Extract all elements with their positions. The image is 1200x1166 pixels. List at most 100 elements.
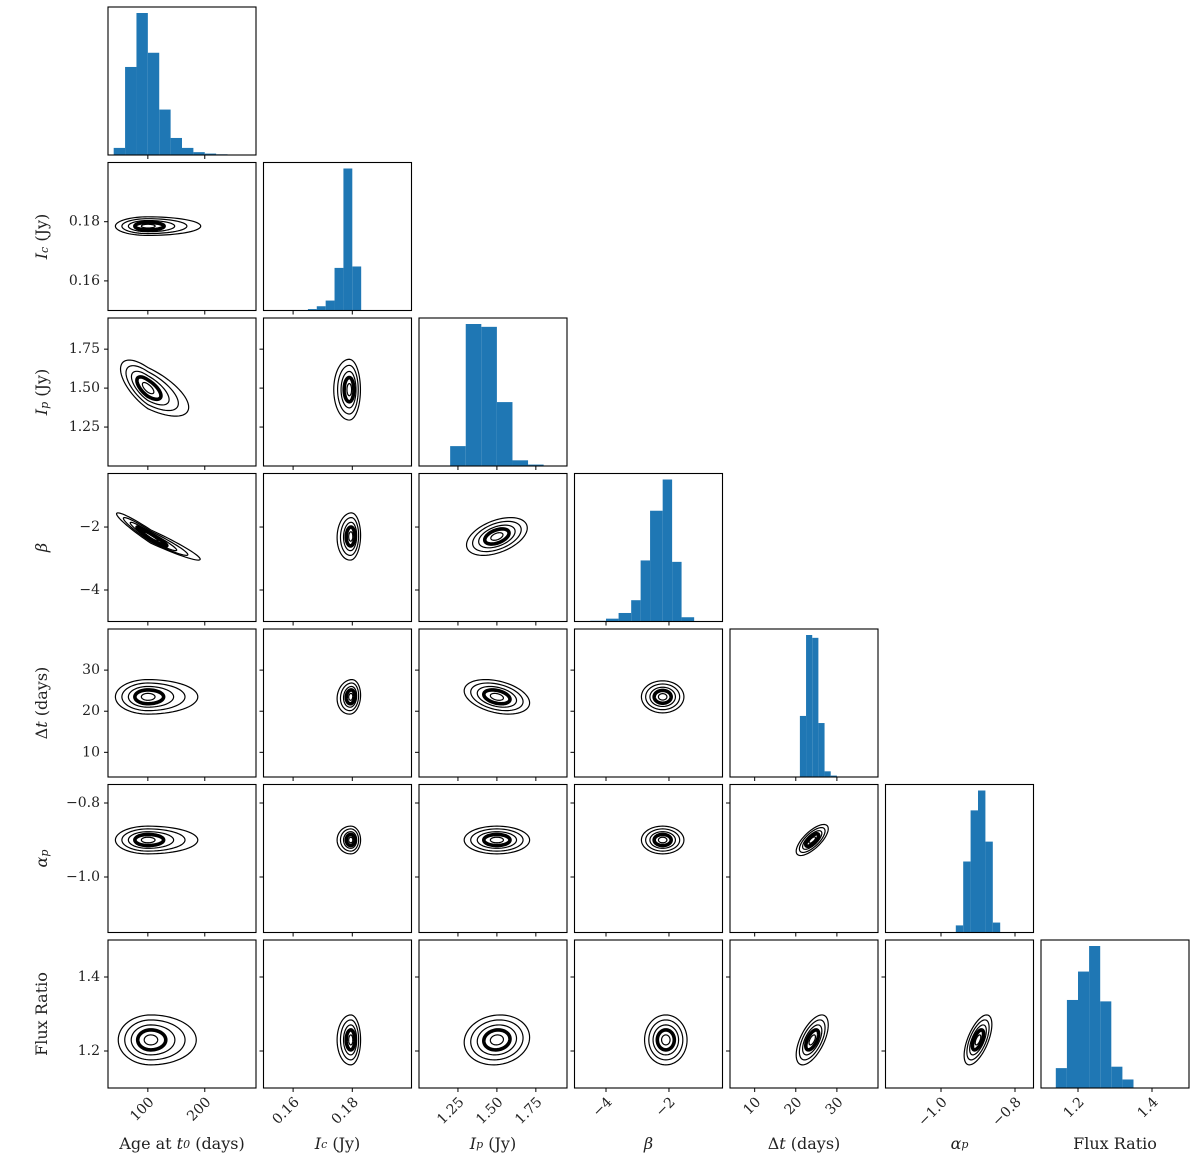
histogram-bar xyxy=(343,168,353,311)
contour-line xyxy=(140,223,156,229)
contour-line xyxy=(660,1034,671,1046)
histogram-bar xyxy=(528,464,544,466)
contour-line xyxy=(133,688,166,706)
panel-frame-ic-flux xyxy=(262,939,413,1089)
x-axis-alpha: −1.0 −0.8 αp xyxy=(915,1088,1025,1153)
panel-frame-ip-dt xyxy=(418,628,568,778)
contour-age-alpha xyxy=(114,825,199,855)
panel-frame-ip-beta xyxy=(418,472,568,623)
contour-ip-alpha xyxy=(463,825,531,855)
histogram-bar xyxy=(970,810,978,933)
contour-line xyxy=(344,525,357,548)
contour-line xyxy=(135,375,163,402)
x-tick-label: 30 xyxy=(823,1094,847,1118)
contour-line xyxy=(463,1014,531,1066)
x-tick-label: 100 xyxy=(127,1094,157,1124)
panel-frame-alpha-flux xyxy=(884,939,1035,1089)
x-tick-label: 200 xyxy=(184,1094,214,1124)
y-tick-label: 0.16 xyxy=(69,273,100,289)
contour-age-dt xyxy=(114,678,199,715)
contour-line xyxy=(640,825,685,855)
contour-line xyxy=(645,828,681,852)
histogram-bar xyxy=(955,925,964,933)
y-axis-ip: 1.25 1.50 1.75 Ip (Jy) xyxy=(32,341,108,435)
panel-frame-ic-alpha xyxy=(262,783,413,934)
contour-line xyxy=(140,836,156,844)
contour-line xyxy=(804,1028,821,1052)
x-tick-label: 0.18 xyxy=(329,1094,362,1127)
contour-ic-beta xyxy=(336,512,362,561)
histogram-bar xyxy=(818,723,825,777)
y-tick-label: 1.2 xyxy=(78,1043,100,1059)
contour-line xyxy=(129,521,178,552)
y-tick-label: −4 xyxy=(79,582,100,598)
contour-line xyxy=(465,516,528,556)
y-tick-label: 20 xyxy=(82,703,100,719)
x-axis-label: β xyxy=(643,1134,653,1153)
panel-frame-ic-ip xyxy=(262,317,413,467)
contour-line xyxy=(117,1014,197,1066)
panel-frame-dt-dt xyxy=(729,628,879,778)
contour-line xyxy=(114,216,202,237)
histogram-bar xyxy=(307,309,317,311)
y-tick-label: 1.75 xyxy=(69,341,100,357)
contour-line xyxy=(471,520,522,553)
contour-line xyxy=(489,1034,505,1046)
histogram-age xyxy=(113,13,239,156)
contour-line xyxy=(489,692,505,701)
contour-line xyxy=(470,828,524,852)
contour-line xyxy=(798,1019,826,1061)
histogram-bar xyxy=(1066,999,1078,1088)
x-axis-label: Δt (days) xyxy=(768,1134,841,1153)
contour-line xyxy=(127,831,175,849)
histogram-bar xyxy=(812,637,819,777)
histogram-bar xyxy=(465,324,482,466)
panel-frame-flux-flux xyxy=(1040,939,1190,1089)
contour-dt-alpha xyxy=(795,823,829,857)
x-tick-label: 0.16 xyxy=(269,1094,302,1127)
y-tick-label: 1.4 xyxy=(78,969,100,985)
contour-line xyxy=(348,692,354,701)
contour-line xyxy=(336,512,362,561)
panel-frame-ip-alpha xyxy=(418,783,568,934)
histogram-beta xyxy=(590,479,695,622)
x-axis-label: αp xyxy=(951,1134,969,1153)
panel-frame-ic-dt xyxy=(262,628,413,778)
contour-ip-flux xyxy=(463,1014,531,1066)
contour-line xyxy=(489,836,505,844)
panel-frame-dt-flux xyxy=(729,939,879,1089)
histogram-bar xyxy=(113,147,126,155)
contour-line xyxy=(482,688,512,706)
contour-line xyxy=(119,359,190,417)
histogram-bar xyxy=(640,560,651,622)
contour-line xyxy=(336,364,359,415)
contour-line xyxy=(490,532,504,541)
histogram-bar xyxy=(193,152,205,155)
contour-ic-flux xyxy=(336,1014,362,1066)
y-axis-ic: 0.16 0.18 Ic (Jy) xyxy=(32,214,108,289)
contour-line xyxy=(135,525,169,548)
y-axis-alpha: −1.0 −0.8 αp xyxy=(32,795,108,885)
contour-line xyxy=(476,831,518,849)
histogram-bar xyxy=(662,479,673,622)
contour-line xyxy=(339,516,360,556)
contour-line xyxy=(652,1024,680,1056)
histogram-bar xyxy=(830,775,837,777)
x-axis-flux: 1.2 1.4 Flux Ratio xyxy=(1061,1088,1162,1153)
histogram-bar xyxy=(1055,1068,1067,1088)
contour-line xyxy=(463,678,531,715)
histogram-bar xyxy=(650,510,663,622)
contour-line xyxy=(346,382,353,397)
panel-frame-alpha-alpha xyxy=(884,783,1035,934)
contour-line xyxy=(124,1019,186,1061)
histogram-bar xyxy=(618,612,632,622)
contour-line xyxy=(970,1028,986,1052)
y-axis-flux: 1.2 1.4 Flux Ratio xyxy=(32,969,108,1059)
contour-line xyxy=(648,1019,684,1061)
x-axis-ic: 0.16 0.18 Ic (Jy) xyxy=(269,1088,362,1153)
contour-line xyxy=(652,832,673,848)
x-axis-ip: 1.25 1.50 1.75 Ip (Jy) xyxy=(434,1088,545,1153)
contour-line xyxy=(649,686,677,708)
panel-frame-age-ip xyxy=(107,317,257,467)
x-tick-label: −1.0 xyxy=(915,1094,950,1129)
